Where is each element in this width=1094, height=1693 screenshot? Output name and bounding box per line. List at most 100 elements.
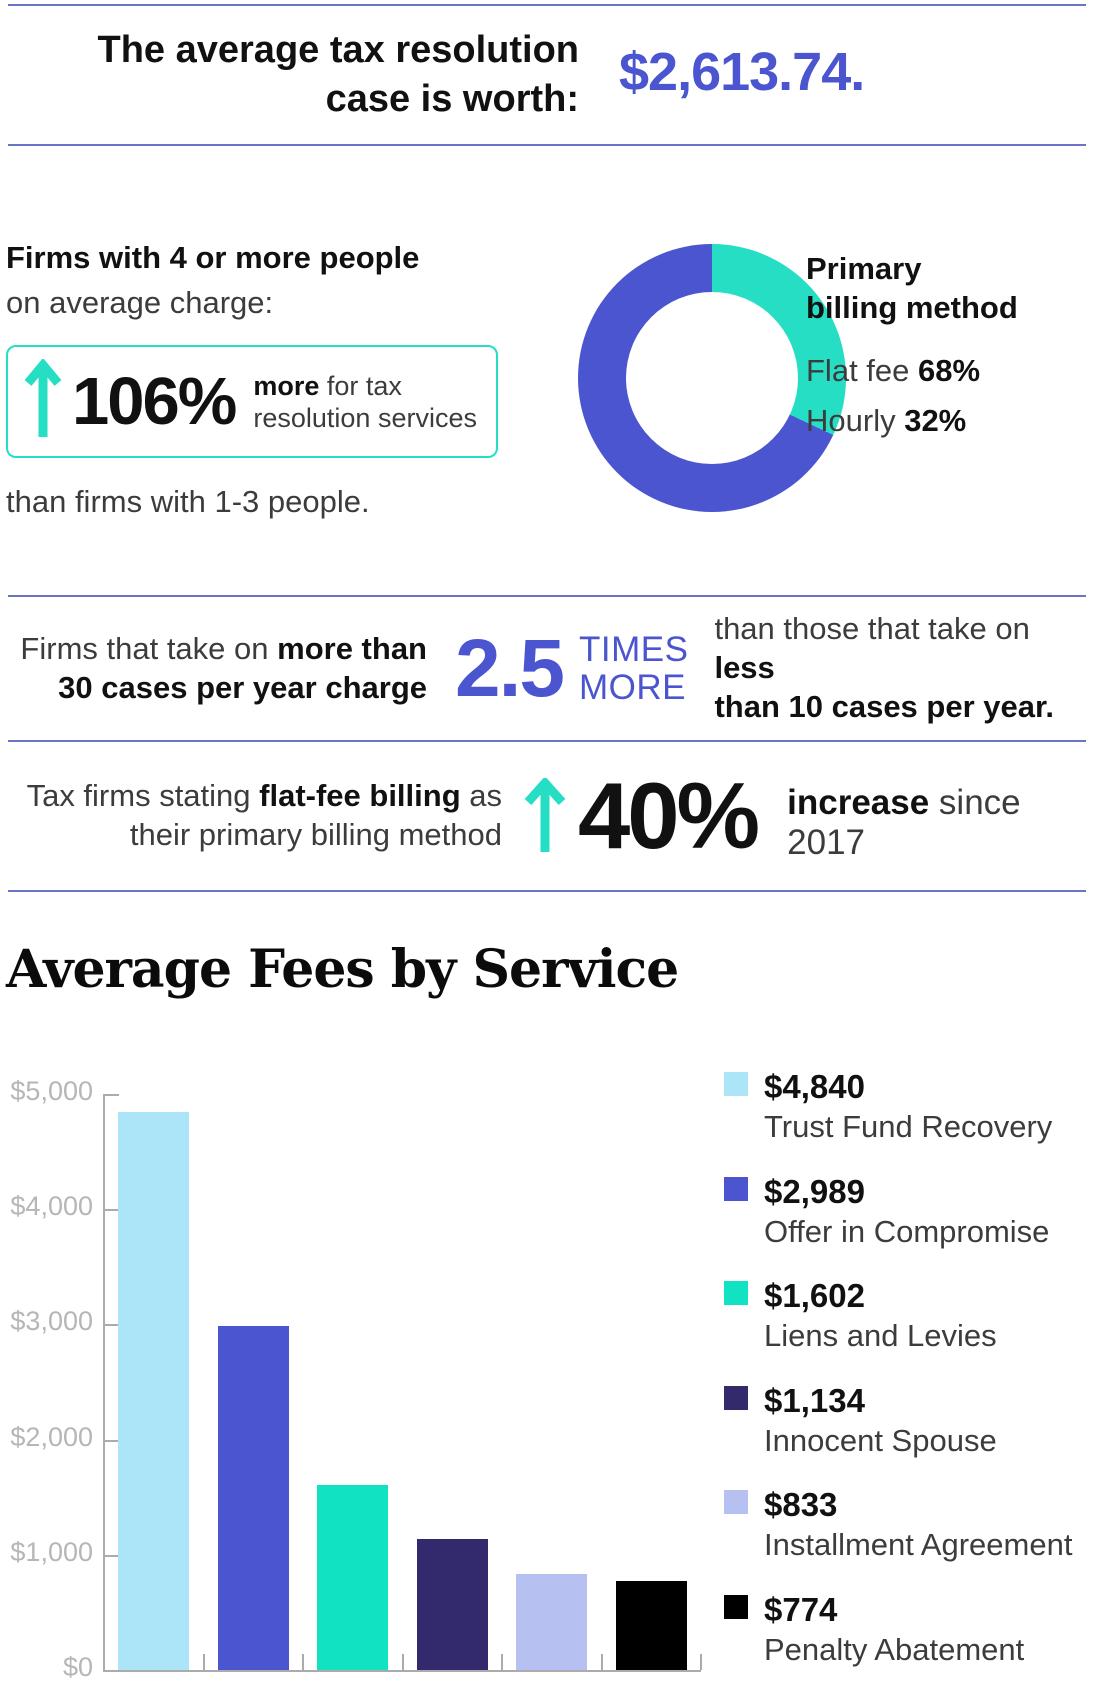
more-label: MORE bbox=[579, 667, 686, 707]
firm-size-footnote: than firms with 1-3 people. bbox=[6, 484, 370, 520]
legend-value: $4,840 bbox=[764, 1068, 865, 1105]
firm-size-section: Firms with 4 or more people on average c… bbox=[0, 146, 1094, 595]
average-case-value: $2,613.74. bbox=[619, 42, 865, 102]
case-volume-right-text: than those that take on less than 10 cas… bbox=[714, 610, 1094, 726]
firm-size-text-block: Firms with 4 or more people on average c… bbox=[6, 240, 526, 520]
bar-installment-agreement bbox=[516, 1574, 587, 1670]
case-volume-left-text: Firms that take on more than 30 cases pe… bbox=[0, 630, 427, 708]
flat-fee-value: 68% bbox=[918, 352, 981, 388]
y-axis-label: $0 bbox=[62, 1652, 93, 1682]
x-axis-tick bbox=[600, 1654, 603, 1670]
legend-item-liens-and-levies: $1,602 Liens and Levies bbox=[724, 1275, 1090, 1357]
legend-item-offer-in-compromise: $2,989 Offer in Compromise bbox=[724, 1171, 1090, 1253]
legend-text: $2,989 Offer in Compromise bbox=[764, 1171, 1049, 1253]
case-volume-section: Firms that take on more than 30 cases pe… bbox=[0, 597, 1094, 740]
donut-title: Primary billing method bbox=[806, 250, 1018, 328]
case-volume-left-bold1: more than bbox=[277, 630, 427, 666]
y-axis-label: $2,000 bbox=[10, 1421, 93, 1452]
legend-label: Liens and Levies bbox=[764, 1318, 997, 1354]
up-arrow-icon bbox=[24, 358, 62, 444]
legend-item-innocent-spouse: $1,134 Innocent Spouse bbox=[724, 1380, 1090, 1462]
legend-text: $4,840 Trust Fund Recovery bbox=[764, 1066, 1052, 1148]
billing-left-line2: their primary billing method bbox=[129, 817, 502, 852]
billing-left-tail: as bbox=[460, 778, 502, 814]
chart-legend: $4,840 Trust Fund Recovery $2,989 Offer in … bbox=[724, 1066, 1090, 1693]
legend-text: $1,134 Innocent Spouse bbox=[764, 1380, 997, 1462]
divider bbox=[8, 890, 1086, 892]
bar-offer-in-compromise bbox=[217, 1325, 289, 1670]
legend-value: $774 bbox=[764, 1590, 838, 1628]
donut-hole bbox=[626, 292, 798, 464]
donut-hourly-entry: Hourly 32% bbox=[806, 402, 1018, 441]
y-axis-tick bbox=[103, 1324, 119, 1327]
hourly-label: Hourly bbox=[806, 403, 905, 439]
times-more-label: TIMES MORE bbox=[579, 629, 689, 707]
y-axis-line bbox=[103, 1094, 105, 1672]
y-axis-label: $1,000 bbox=[10, 1536, 93, 1567]
legend-item-installment-agreement: $833 Installment Agreement bbox=[724, 1484, 1090, 1566]
increase-percent: 40% bbox=[578, 763, 760, 868]
legend-item-penalty-abatement: $774 Penalty Abatement bbox=[724, 1589, 1090, 1671]
stat-description: more for tax resolution services bbox=[253, 370, 477, 435]
x-axis-tick bbox=[700, 1654, 702, 1670]
divider bbox=[8, 740, 1086, 742]
legend-label: Penalty Abatement bbox=[764, 1631, 1025, 1667]
y-axis-label: $5,000 bbox=[10, 1076, 93, 1106]
legend-item-trust-fund-recovery: $4,840 Trust Fund Recovery bbox=[724, 1066, 1090, 1148]
times-label: TIMES bbox=[579, 629, 689, 669]
billing-left-regular: Tax firms stating bbox=[26, 778, 260, 814]
top-divider bbox=[8, 4, 1086, 6]
x-axis-tick bbox=[302, 1654, 304, 1670]
donut-chart bbox=[578, 244, 846, 512]
up-arrow-icon bbox=[522, 778, 568, 854]
bar-penalty-abatement bbox=[615, 1580, 687, 1670]
legend-swatch-installment-agreement bbox=[724, 1490, 748, 1515]
x-axis-line bbox=[103, 1670, 701, 1672]
firm-size-subheading: on average charge: bbox=[6, 284, 274, 320]
donut-title-line1: Primary bbox=[806, 251, 922, 286]
billing-increase-section: Tax firms stating flat-fee billing as th… bbox=[0, 742, 1094, 890]
bar-trust-fund-recovery bbox=[118, 1112, 189, 1670]
firm-size-heading: Firms with 4 or more people bbox=[6, 240, 420, 275]
billing-left-bold: flat-fee billing bbox=[259, 778, 461, 814]
multiplier-value: 2.5 bbox=[455, 622, 565, 714]
y-axis-tick bbox=[103, 1554, 119, 1557]
y-axis-tick bbox=[103, 1439, 119, 1442]
legend-label: Innocent Spouse bbox=[764, 1422, 997, 1458]
tax-resolution-infographic: { "colors": { "accent_blue": "#4b55cf", … bbox=[0, 4, 1094, 1688]
case-volume-left-regular: Firms that take on bbox=[20, 630, 278, 666]
legend-text: $833 Installment Agreement bbox=[764, 1484, 1072, 1566]
page-title: The average tax resolution case is worth… bbox=[64, 26, 580, 125]
section-title: Average Fees by Service bbox=[6, 939, 679, 1000]
legend-value: $1,602 bbox=[764, 1277, 865, 1315]
legend-text: $774 Penalty Abatement bbox=[764, 1589, 1024, 1671]
increase-suffix-regular: since 2017 bbox=[787, 783, 1021, 862]
page-title-line2: case is worth: bbox=[325, 78, 579, 120]
increase-suffix-bold: increase bbox=[787, 783, 930, 822]
case-volume-right-bold2: than 10 cases per year. bbox=[714, 688, 1054, 724]
legend-value: $833 bbox=[764, 1486, 838, 1524]
legend-swatch-liens-and-levies bbox=[724, 1281, 748, 1306]
y-axis-label: $4,000 bbox=[10, 1191, 93, 1222]
stat-description-line2: resolution services bbox=[253, 402, 477, 433]
x-axis-tick bbox=[501, 1654, 503, 1670]
legend-label: Trust Fund Recovery bbox=[764, 1109, 1053, 1145]
legend-text: $1,602 Liens and Levies bbox=[764, 1275, 997, 1357]
hourly-value: 32% bbox=[904, 403, 967, 439]
y-axis-label: $3,000 bbox=[10, 1306, 93, 1337]
divider bbox=[8, 144, 1086, 146]
case-volume-right-bold1: less bbox=[714, 650, 775, 686]
donut-flat-fee-entry: Flat fee 68% bbox=[806, 352, 1018, 391]
legend-swatch-penalty-abatement bbox=[724, 1594, 748, 1619]
legend-value: $2,989 bbox=[764, 1172, 865, 1210]
legend-label: Installment Agreement bbox=[764, 1527, 1073, 1563]
case-volume-right-regular: than those that take on bbox=[714, 611, 1030, 647]
x-axis-tick bbox=[401, 1654, 404, 1670]
stat-description-tail: for tax bbox=[319, 370, 402, 401]
legend-swatch-offer-in-compromise bbox=[724, 1176, 748, 1201]
bar-liens-and-levies bbox=[317, 1485, 388, 1670]
increase-suffix: increase since 2017 bbox=[787, 783, 1094, 863]
donut-legend: Primary billing method Flat fee 68% Hour… bbox=[806, 250, 1018, 441]
legend-value: $1,134 bbox=[764, 1381, 865, 1419]
header: The average tax resolution case is worth… bbox=[64, 6, 1094, 144]
